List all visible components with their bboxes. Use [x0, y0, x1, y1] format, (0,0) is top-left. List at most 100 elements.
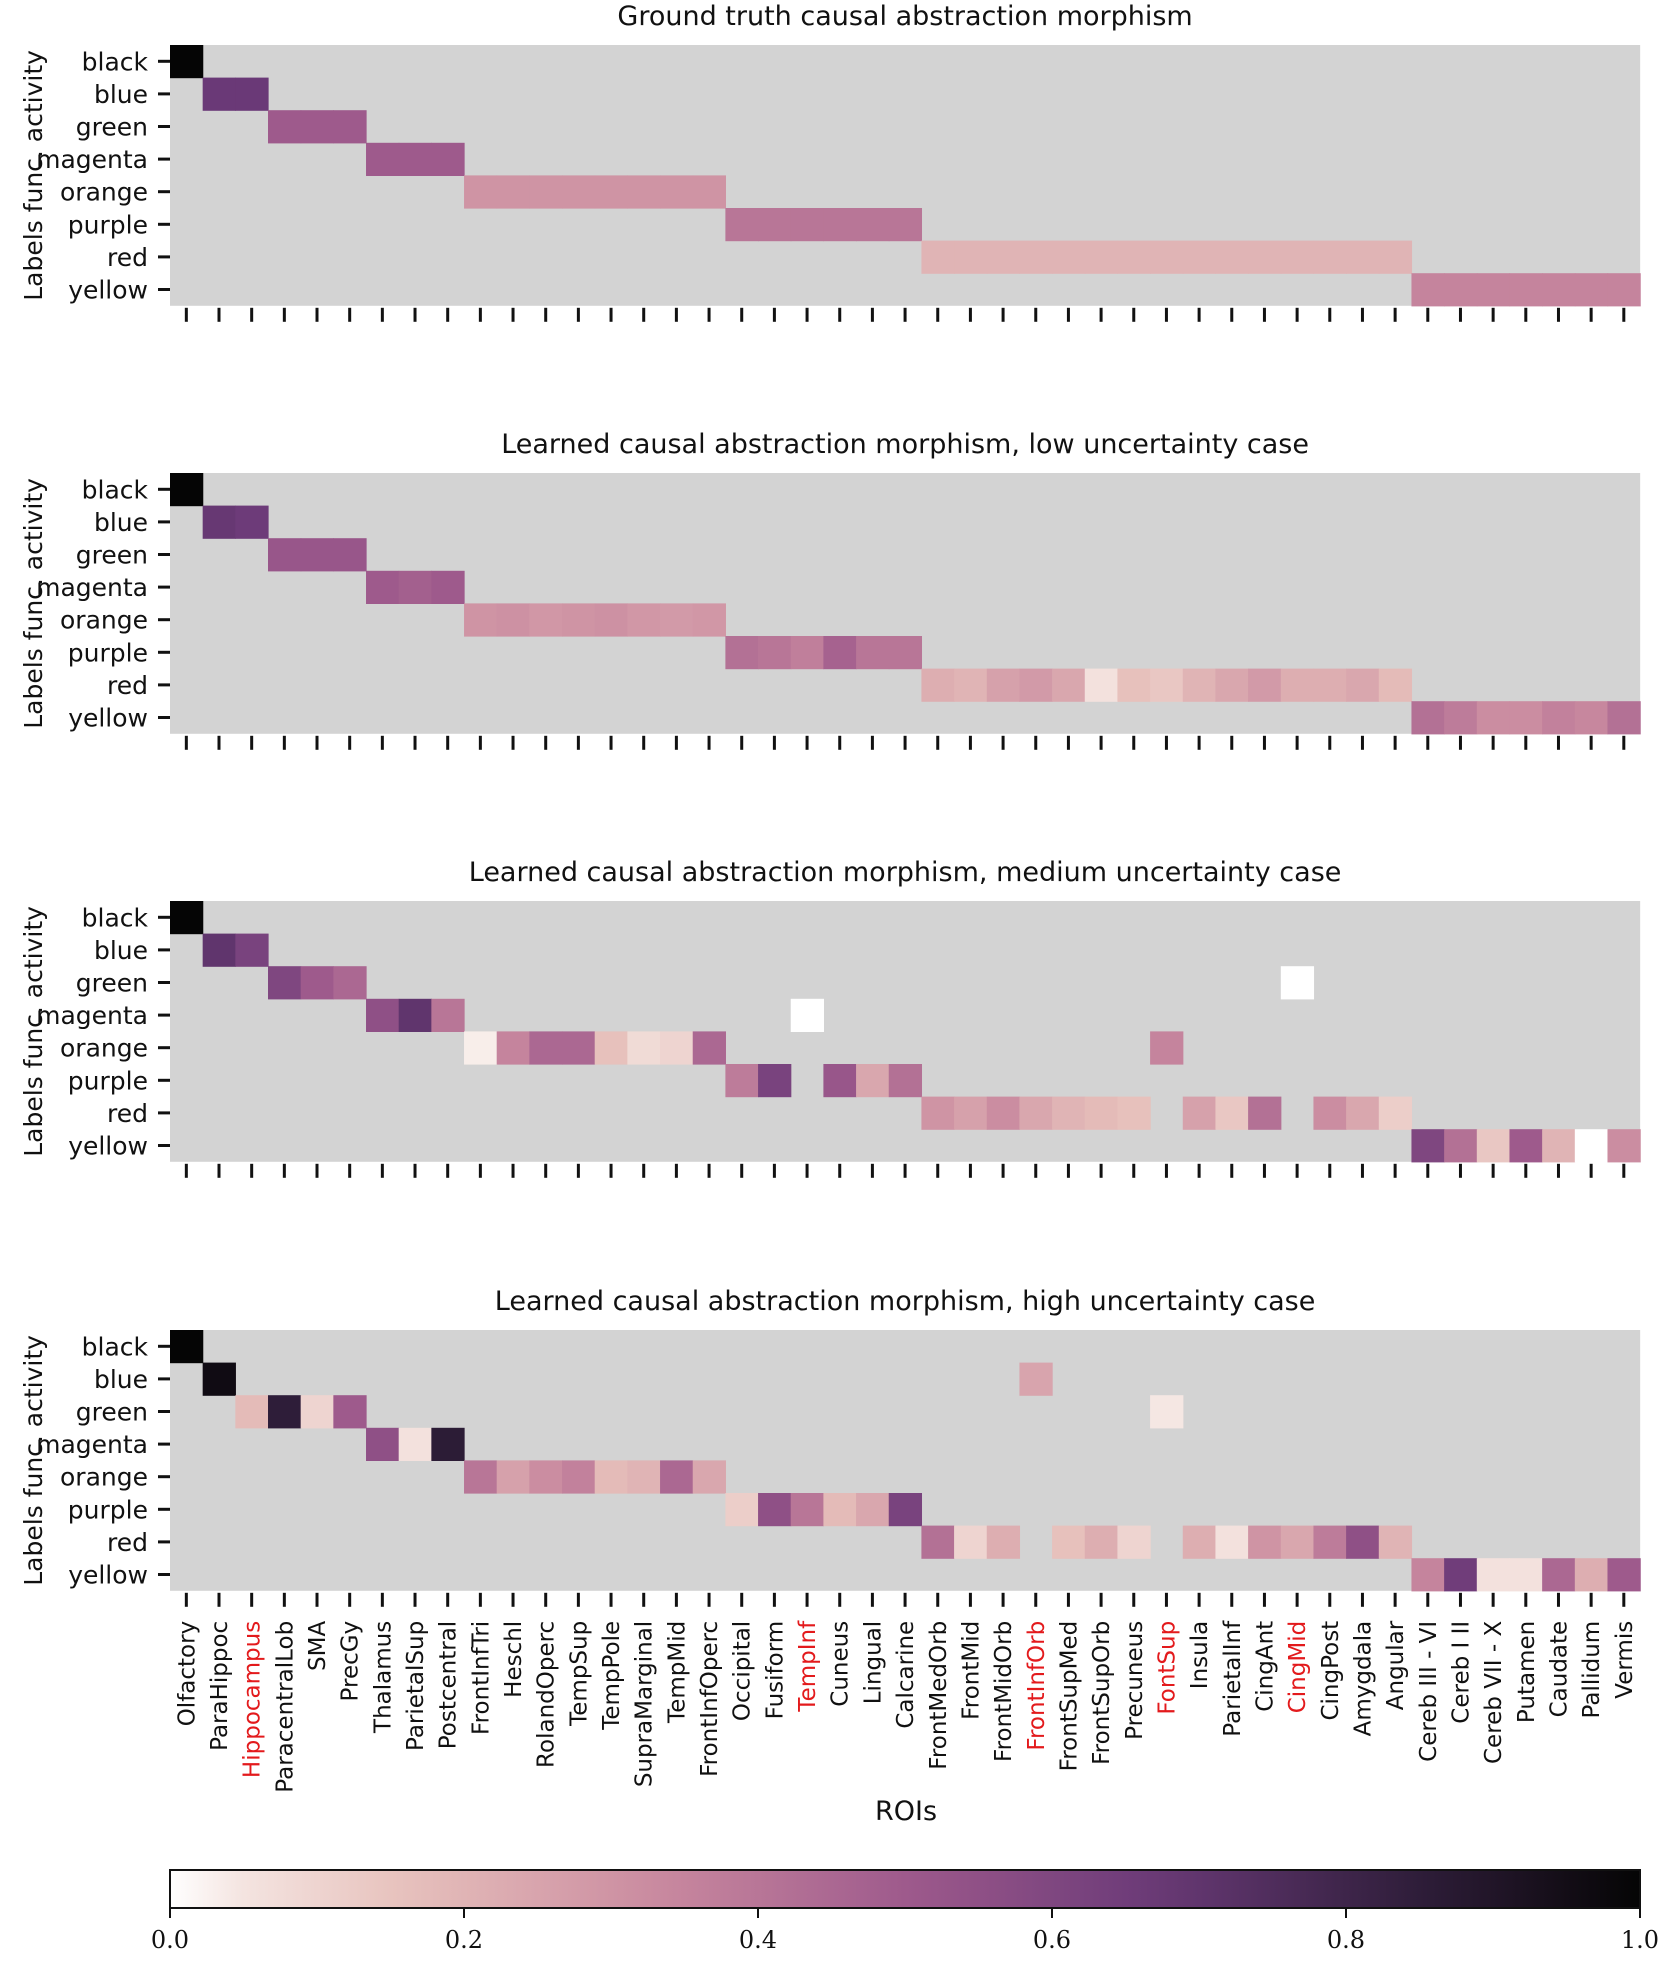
heatmap-cell	[1607, 1129, 1641, 1163]
column-label: Olfactory	[174, 1621, 200, 1727]
panel-title: Learned causal abstraction morphism, med…	[469, 857, 1342, 888]
heatmap-cell	[921, 1096, 955, 1130]
column-label: Calcarine	[893, 1621, 919, 1729]
row-label: green	[76, 1398, 148, 1427]
heatmap-panel-3: Learned causal abstraction morphism, med…	[19, 857, 1641, 1178]
heatmap-cell	[366, 570, 400, 604]
row-label: magenta	[36, 573, 148, 602]
heatmap-cell	[692, 603, 726, 637]
colorbar-tick-label: 0.4	[739, 1926, 777, 1954]
column-label: Heschl	[501, 1621, 527, 1698]
heatmap-cell	[627, 175, 661, 209]
column-label: TempMid	[664, 1621, 690, 1724]
heatmap-cell	[202, 1362, 236, 1396]
column-label: FrontSupMed	[1056, 1621, 1082, 1772]
heatmap-cell	[921, 1525, 955, 1559]
column-label: ParacentralLob	[272, 1621, 298, 1793]
row-label: orange	[60, 1034, 148, 1063]
heatmap-cell	[1150, 1031, 1184, 1065]
row-label: black	[82, 1332, 149, 1361]
column-label: FrontInfOperc	[697, 1621, 723, 1777]
heatmap-cell	[1378, 668, 1413, 702]
heatmap-cell	[431, 570, 465, 604]
column-label: FrontMid	[958, 1621, 984, 1720]
row-label: blue	[94, 508, 148, 537]
heatmap-cell	[1542, 1129, 1576, 1163]
heatmap-cell	[594, 1460, 628, 1494]
heatmap-cell	[562, 1460, 596, 1494]
heatmap-cell	[333, 538, 367, 572]
heatmap-cell	[1378, 240, 1413, 274]
heatmap-cell	[268, 110, 302, 144]
heatmap-cell	[627, 1460, 661, 1494]
row-label: orange	[60, 606, 148, 635]
heatmap-cell	[464, 1031, 498, 1065]
colorbar-tick-label: 0.8	[1327, 1926, 1365, 1954]
column-label: TempInf	[795, 1620, 821, 1713]
heatmap-cell	[1378, 1525, 1413, 1559]
heatmap-cell	[790, 208, 824, 242]
heatmap-cell	[366, 142, 400, 176]
heatmap-cell	[692, 1031, 726, 1065]
heatmap-cell	[627, 603, 661, 637]
heatmap-cell	[1248, 240, 1282, 274]
heatmap-cell	[888, 1493, 923, 1527]
heatmap-cell	[660, 1460, 694, 1494]
column-label: Cereb I II	[1448, 1621, 1474, 1724]
column-label: TempSup	[566, 1621, 592, 1727]
row-label: blue	[94, 936, 148, 965]
row-label: purple	[68, 638, 148, 667]
heatmap-cell	[235, 1395, 269, 1429]
heatmap-cell	[660, 175, 694, 209]
heatmap-cell	[1476, 701, 1511, 735]
heatmap-cell	[1476, 1558, 1511, 1592]
heatmap-cell	[921, 240, 955, 274]
heatmap-cell	[790, 1493, 824, 1527]
heatmap-cell	[1280, 1525, 1315, 1559]
heatmap-cell	[235, 505, 269, 539]
row-label: magenta	[36, 1001, 148, 1030]
heatmap-cell	[431, 142, 465, 176]
column-label: Thalamus	[370, 1621, 396, 1734]
heatmap-cell	[202, 77, 236, 111]
column-label: CingMid	[1285, 1621, 1311, 1713]
heatmap-cell	[1607, 701, 1641, 735]
heatmap-cell	[1574, 1129, 1609, 1163]
heatmap-cell	[170, 1330, 204, 1364]
y-axis-label: Labels func. activity	[19, 906, 48, 1157]
heatmap-cell	[235, 77, 269, 111]
heatmap-cell	[660, 1031, 694, 1065]
heatmap-cell	[856, 636, 890, 670]
heatmap-cell	[529, 175, 563, 209]
heatmap-cell	[758, 208, 792, 242]
heatmap-cell	[1117, 240, 1151, 274]
row-label: blue	[94, 80, 148, 109]
heatmap-cell	[758, 1064, 792, 1098]
heatmap-cell	[856, 1493, 890, 1527]
heatmap-cell	[170, 901, 204, 935]
heatmap-cell	[268, 1395, 302, 1429]
column-label: TempPole	[599, 1621, 625, 1731]
heatmap-cell	[1444, 1129, 1478, 1163]
column-label: Lingual	[860, 1621, 886, 1704]
heatmap-cell	[1444, 701, 1478, 735]
heatmap-cell	[1019, 1096, 1053, 1130]
heatmap-cell	[1182, 240, 1217, 274]
column-label: FrontInfOrb	[1024, 1621, 1050, 1751]
heatmap-cell	[398, 142, 432, 176]
heatmap-cell	[725, 636, 759, 670]
heatmap-cell	[1248, 668, 1282, 702]
heatmap-cell	[823, 208, 857, 242]
column-label: Caudate	[1546, 1621, 1572, 1718]
colorbar-tick-label: 0.6	[1033, 1926, 1071, 1954]
heatmap-cell	[1509, 1558, 1543, 1592]
heatmap-cell	[856, 208, 890, 242]
row-label: magenta	[36, 1430, 148, 1459]
heatmap-cell	[1411, 1558, 1445, 1592]
heatmap-cell	[954, 240, 988, 274]
y-axis-label: Labels func. activity	[19, 50, 48, 301]
column-label: Occipital	[730, 1621, 756, 1721]
heatmap-cell	[594, 1031, 628, 1065]
heatmap-cell	[529, 1031, 563, 1065]
heatmap-cell	[1182, 1096, 1217, 1130]
